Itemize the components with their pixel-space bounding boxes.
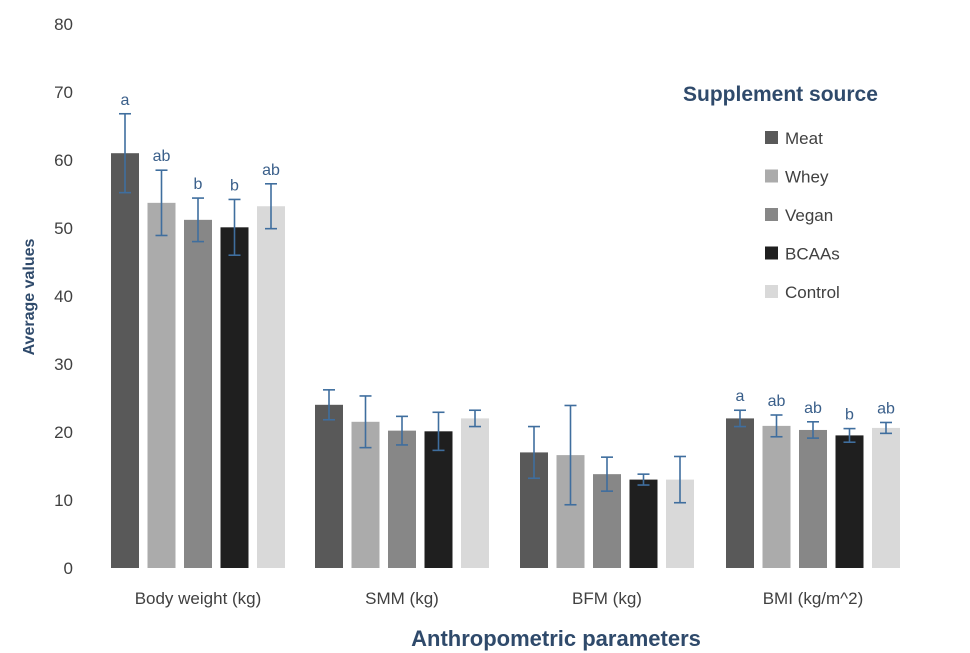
significance-label: ab (262, 162, 280, 179)
significance-label: b (194, 176, 203, 193)
error-bar (228, 198, 241, 256)
error-bar (880, 421, 892, 435)
legend: Supplement source Meat Whey Vegan BCAAs Cont… (683, 83, 878, 302)
x-category-label: SMM (kg) (365, 589, 439, 608)
legend-label: Vegan (785, 206, 833, 225)
legend-swatch-meat (765, 131, 778, 144)
bar-vegan (388, 430, 416, 568)
significance-label: b (845, 407, 854, 424)
bar-vegan (184, 219, 212, 568)
bar-bcaas (220, 227, 249, 568)
bar-meat (315, 404, 343, 568)
significance-label: ab (768, 393, 786, 410)
error-bar (265, 183, 277, 230)
error-bar (734, 409, 746, 428)
significance-label: a (736, 388, 745, 405)
error-bar (770, 414, 783, 438)
significance-label: b (230, 177, 239, 194)
bar-bcaas (424, 431, 453, 568)
bar-bcaas (835, 435, 864, 568)
x-category-label: Body weight (kg) (135, 589, 262, 608)
significance-label: ab (877, 400, 895, 417)
error-bar (192, 197, 204, 243)
significance-label: ab (804, 400, 822, 417)
bar-group (111, 153, 900, 569)
legend-label: Control (785, 283, 840, 302)
bar-control (257, 206, 285, 569)
legend-title: Supplement source (683, 83, 878, 106)
x-category-label: BFM (kg) (572, 589, 642, 608)
error-bar (674, 455, 686, 504)
legend-swatch-bcaas (765, 246, 778, 260)
x-axis-label: Anthropometric parameters (411, 626, 701, 651)
error-bar (469, 409, 481, 428)
y-tick-label: 40 (54, 287, 73, 306)
error-bar (396, 415, 408, 446)
error-bar (564, 404, 577, 506)
legend-label: Meat (785, 129, 823, 148)
legend-label: BCAAs (785, 245, 840, 264)
y-axis-label: Average values (21, 238, 38, 355)
error-bar (637, 473, 650, 486)
error-bar-group (119, 112, 892, 506)
bar-control (461, 418, 489, 568)
bar-whey (147, 202, 176, 568)
error-bar (359, 395, 372, 449)
x-category-label: BMI (kg/m^2) (763, 589, 864, 608)
y-tick-label: 50 (54, 219, 73, 238)
y-tick-label: 0 (64, 559, 73, 578)
y-tick-label: 80 (54, 15, 73, 34)
legend-swatch-vegan (765, 208, 778, 221)
error-bar (807, 420, 819, 439)
y-axis-ticks: 0 10 20 30 40 50 60 70 80 (54, 15, 73, 578)
x-axis-category-labels: Body weight (kg) SMM (kg) BFM (kg) BMI (kg/… (135, 589, 864, 608)
y-tick-label: 20 (54, 423, 73, 442)
bar-meat (111, 153, 139, 568)
bar-control (872, 427, 900, 568)
y-tick-label: 60 (54, 151, 73, 170)
error-bar (528, 425, 540, 480)
bar-meat (726, 418, 754, 568)
significance-label-group: a a ab ab b ab b b ab ab (121, 92, 895, 424)
legend-label: Whey (785, 168, 829, 187)
legend-swatch-whey (765, 169, 778, 183)
significance-label: a (121, 92, 130, 109)
y-tick-label: 10 (54, 491, 73, 510)
error-bar (601, 456, 613, 492)
y-tick-label: 30 (54, 355, 73, 374)
y-tick-label: 70 (54, 83, 73, 102)
legend-swatch-control (765, 285, 778, 298)
error-bar (119, 112, 131, 194)
significance-label: ab (153, 148, 171, 165)
error-bar (432, 411, 445, 452)
bar-whey (762, 425, 791, 568)
error-bar (843, 427, 856, 444)
error-bar (155, 169, 168, 237)
bar-bcaas (629, 479, 658, 568)
bar-vegan (799, 429, 827, 568)
error-bar (323, 389, 335, 421)
